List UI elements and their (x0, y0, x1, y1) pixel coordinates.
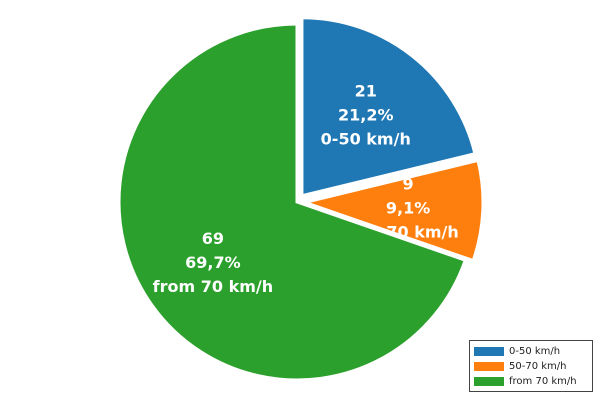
slice-value-label-0-50: 21 (355, 82, 377, 101)
legend-label-0-50: 0-50 km/h (509, 346, 561, 357)
slice-category-label-from-70: from 70 km/h (153, 277, 273, 296)
legend-swatch-from-70 (474, 377, 504, 386)
slice-percent-label-0-50: 21,2% (338, 106, 394, 125)
pie-slice-50-70 (299, 158, 485, 263)
legend-item-0-50: 0-50 km/h (474, 344, 588, 359)
legend-label-50-70: 50-70 km/h (509, 361, 567, 372)
slice-value-label-50-70: 9 (403, 174, 414, 193)
pie-slice-0-50 (300, 16, 477, 198)
slice-value-label-from-70: 69 (202, 229, 224, 248)
legend-swatch-50-70 (474, 362, 504, 371)
legend-label-from-70: from 70 km/h (509, 376, 577, 387)
legend-swatch-0-50 (474, 347, 504, 356)
legend-item-50-70: 50-70 km/h (474, 359, 588, 374)
legend-item-from-70: from 70 km/h (474, 374, 588, 389)
slice-category-label-0-50: 0-50 km/h (321, 130, 411, 149)
slice-percent-label-50-70: 9,1% (386, 198, 430, 217)
slice-percent-label-from-70: 69,7% (185, 253, 241, 272)
pie-slice-from-70 (117, 22, 468, 382)
chart-legend: 0-50 km/h 50-70 km/h from 70 km/h (469, 340, 593, 392)
